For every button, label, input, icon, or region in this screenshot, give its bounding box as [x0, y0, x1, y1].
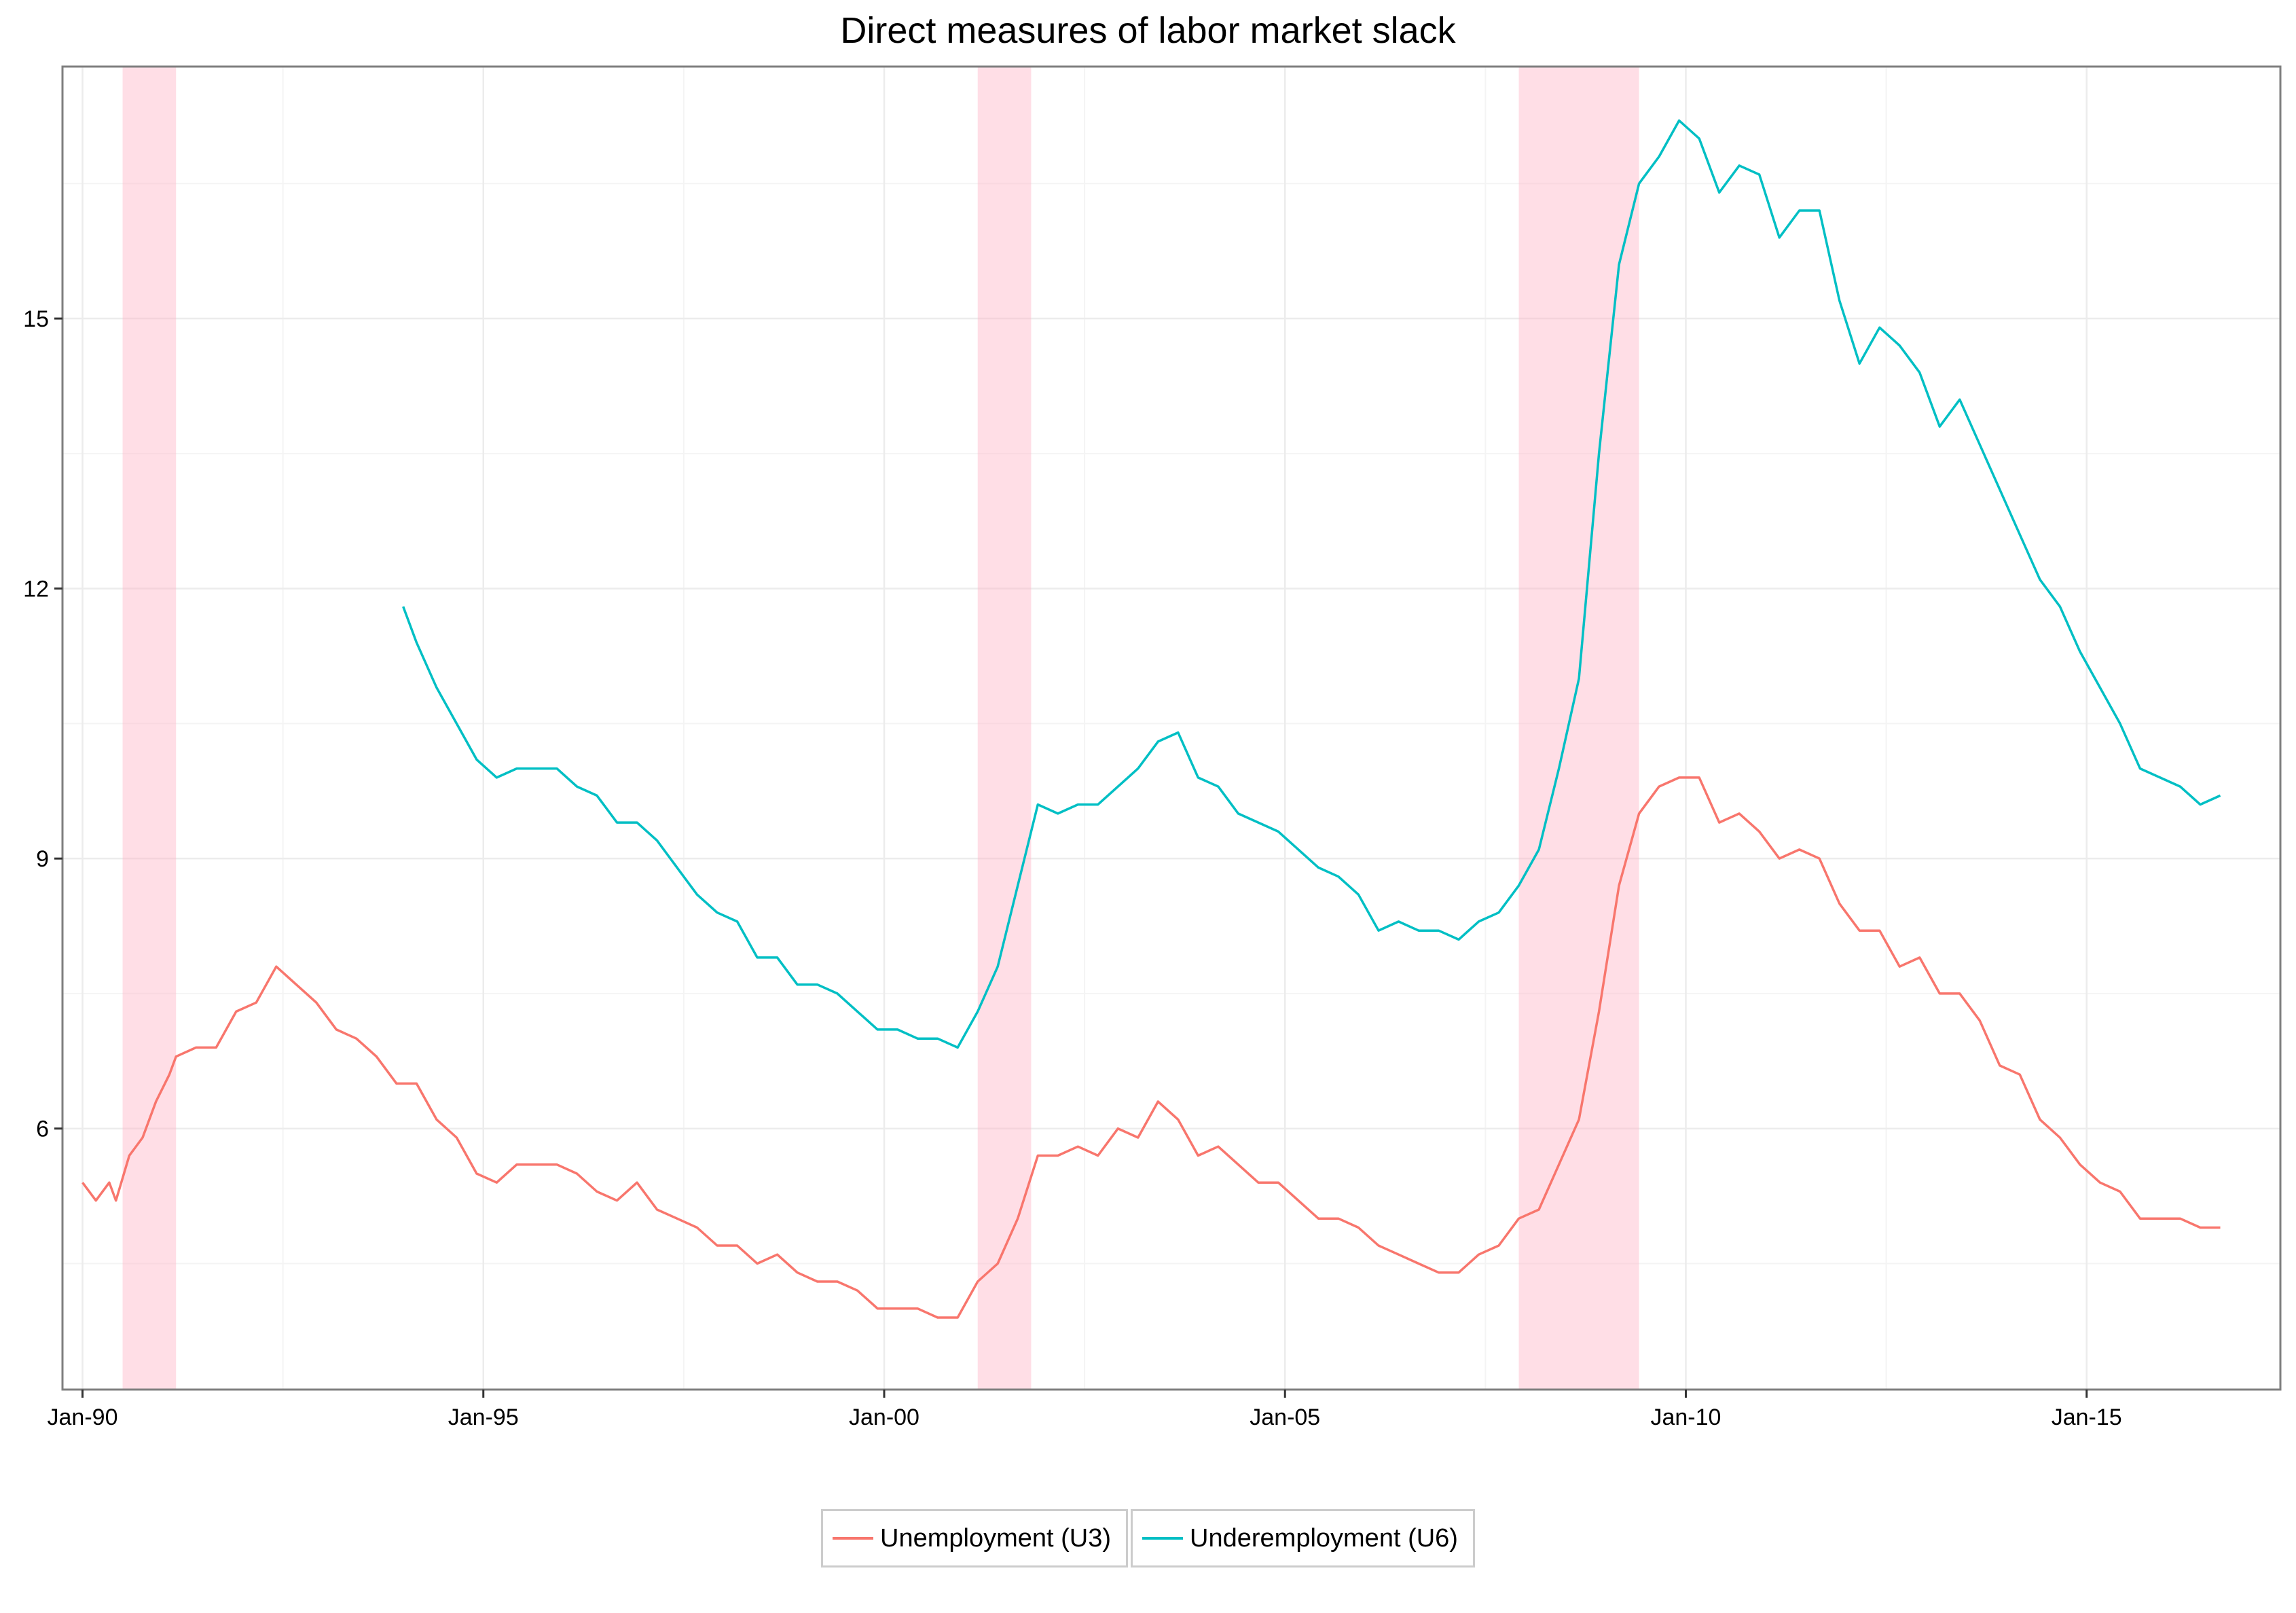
legend-label: Underemployment (U6) [1190, 1523, 1458, 1553]
data-series [81, 119, 2221, 1319]
legend-item: Underemployment (U6) [1131, 1509, 1475, 1567]
x-tick-label: Jan-90 [48, 1404, 118, 1430]
plot-background [62, 67, 2280, 1390]
legend-key-line [833, 1537, 874, 1540]
recession-band [977, 67, 1032, 1390]
recession-band [1518, 67, 1639, 1390]
series-line-underemployment-u6 [402, 119, 2221, 1049]
plot-border [61, 65, 2282, 1391]
legend: Unemployment (U3) Underemployment (U6) [0, 1509, 2296, 1567]
x-tick-label: Jan-05 [1250, 1404, 1320, 1430]
series-line-unemployment-u3 [81, 776, 2221, 1319]
x-tick-label: Jan-10 [1650, 1404, 1721, 1430]
x-tick-label: Jan-15 [2052, 1404, 2122, 1430]
y-tick-label: 15 [23, 306, 49, 332]
recession-band [122, 67, 177, 1390]
y-tick-label: 6 [36, 1117, 49, 1142]
chart-title: Direct measures of labor market slack [840, 10, 1456, 51]
x-tick-label: Jan-95 [448, 1404, 519, 1430]
y-tick-label: 12 [23, 577, 49, 602]
y-tick-label: 9 [36, 846, 49, 872]
axes: 6 9 12 15 Jan-90 Jan-95 Jan-00 Jan-05 Jan-10 Jan-… [23, 306, 2122, 1430]
legend-item: Unemployment (U3) [821, 1509, 1129, 1567]
x-tick-label: Jan-00 [849, 1404, 919, 1430]
legend-label: Unemployment (U3) [880, 1523, 1112, 1553]
recession-bands [122, 67, 1639, 1390]
legend-key-line [1142, 1537, 1184, 1540]
